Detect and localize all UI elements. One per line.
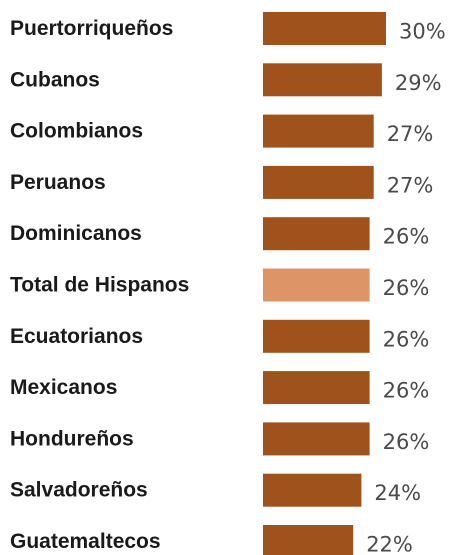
category-label: Colombianos <box>10 120 143 143</box>
value-label: 26% <box>383 327 430 351</box>
bar <box>263 371 370 405</box>
value-label: 26% <box>383 430 430 454</box>
category-label: Dominicanos <box>10 222 142 245</box>
category-label: Hondureños <box>10 427 134 450</box>
bar-highlight <box>263 268 370 302</box>
category-label: Puertorriqueños <box>10 17 173 40</box>
bar <box>263 12 386 45</box>
bar <box>263 165 374 199</box>
category-label: Total de Hispanos <box>10 274 189 297</box>
value-label: 22% <box>366 533 413 555</box>
value-label: 27% <box>387 122 434 146</box>
category-label: Ecuatorianos <box>10 325 143 348</box>
value-label: 29% <box>395 71 442 95</box>
chart-rows: Puertorriqueños 30% Cubanos 29% Colombianos 2… <box>10 12 446 555</box>
category-label: Mexicanos <box>10 376 117 399</box>
value-label: 26% <box>383 225 430 249</box>
bar <box>263 422 370 456</box>
value-label: 27% <box>387 173 434 197</box>
bar <box>263 63 382 97</box>
bar <box>263 114 374 148</box>
category-label: Guatemaltecos <box>10 530 161 553</box>
bar <box>263 217 370 251</box>
value-label: 26% <box>383 276 430 300</box>
bar <box>263 319 370 353</box>
value-label: 24% <box>374 481 421 505</box>
bar <box>263 473 362 507</box>
category-label: Salvadoreños <box>10 479 148 502</box>
bar <box>263 525 354 555</box>
value-label: 26% <box>383 379 430 403</box>
category-label: Peruanos <box>10 171 106 194</box>
value-label: 30% <box>399 20 446 44</box>
category-label: Cubanos <box>10 68 100 91</box>
